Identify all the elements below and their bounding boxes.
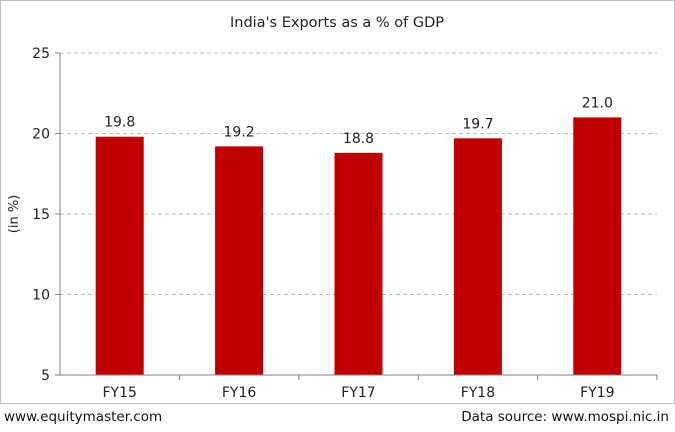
y-tick-label: 5 (41, 368, 50, 384)
bar-fy18 (453, 138, 502, 375)
bar-fy16 (215, 146, 264, 375)
x-tick-label: FY18 (461, 385, 495, 401)
bar-fy17 (334, 152, 383, 375)
footer-data-source: Data source: www.mospi.nic.in (461, 409, 669, 425)
x-tick-label: FY16 (222, 385, 257, 401)
value-label: 21.0 (582, 95, 613, 111)
x-tick-label: FY15 (102, 385, 136, 401)
value-labels: 19.8 19.2 18.8 19.7 21.0 (104, 95, 613, 146)
value-label: 19.2 (224, 124, 255, 140)
value-label: 19.8 (104, 115, 135, 131)
y-tick-label: 25 (32, 46, 50, 62)
value-label: 18.8 (343, 131, 374, 147)
y-tick-label: 20 (32, 127, 50, 143)
y-tick-label: 15 (32, 207, 50, 223)
value-label: 19.7 (462, 116, 493, 132)
gridlines (60, 52, 657, 295)
y-axis-label: (in %) (7, 195, 22, 233)
footer-website: www.equitymaster.com (4, 409, 163, 425)
y-tick-label: 10 (32, 288, 50, 304)
bars (95, 117, 622, 376)
axes: 5 10 15 20 25 FY15 FY16 FY17 FY18 FY19 (32, 46, 658, 401)
bar-fy19 (573, 117, 622, 376)
x-tick-label: FY17 (341, 385, 375, 401)
bar-fy15 (95, 136, 144, 375)
x-tick-label: FY19 (580, 385, 614, 401)
chart-title: India's Exports as a % of GDP (230, 15, 444, 31)
